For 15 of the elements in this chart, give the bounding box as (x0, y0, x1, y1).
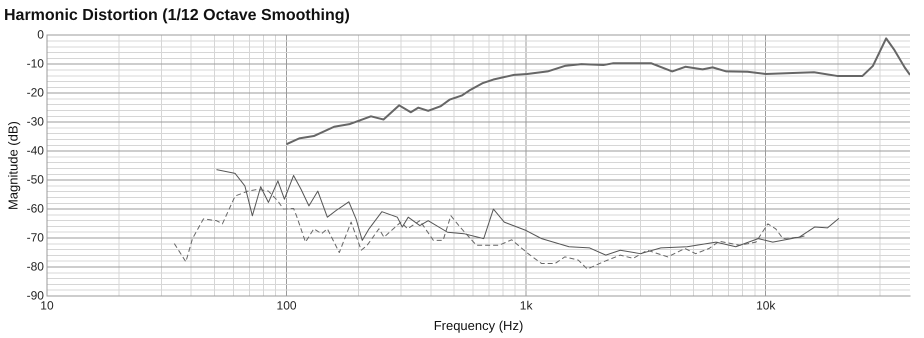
x-tick-label: 100 (276, 298, 297, 313)
y-tick-label: 0 (37, 28, 44, 42)
y-tick-label: -80 (26, 259, 44, 274)
y-tick-label: -20 (26, 85, 44, 100)
y-tick-label: -30 (26, 114, 44, 128)
y-tick-label: -10 (26, 56, 44, 70)
x-tick-label: 10k (756, 298, 776, 313)
y-tick-label: -70 (26, 230, 44, 244)
y-tick-label: -50 (26, 172, 44, 186)
y-tick-label: -40 (26, 143, 44, 158)
chart-title: Harmonic Distortion (1/12 Octave Smoothing) (4, 7, 350, 24)
x-axis-title: Frequency (Hz) (434, 318, 524, 333)
x-tick-label: 1k (520, 298, 534, 313)
y-tick-label: -60 (26, 201, 44, 216)
y-axis-title: Magnitude (dB) (5, 121, 20, 210)
